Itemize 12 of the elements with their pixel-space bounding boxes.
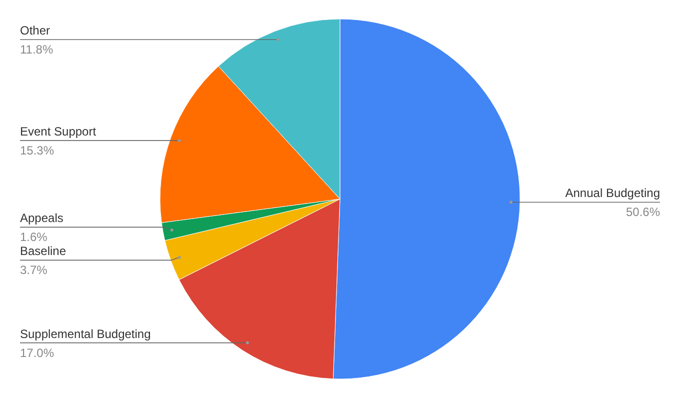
- slice-label: Annual Budgeting: [565, 186, 660, 200]
- slice-label: Supplemental Budgeting: [20, 326, 151, 341]
- data-label: 17.0%: [20, 346, 54, 360]
- slice-label: Other: [20, 24, 50, 38]
- data-label: 11.8%: [20, 42, 54, 57]
- slice-label: Baseline: [20, 244, 66, 258]
- data-label: 50.6%: [626, 205, 660, 220]
- data-label: 3.7%: [20, 263, 48, 278]
- data-label: 1.6%: [20, 230, 48, 244]
- slice-label: Event Support: [20, 124, 97, 139]
- data-label: 15.3%: [20, 144, 54, 158]
- slice-label: Appeals: [20, 211, 64, 226]
